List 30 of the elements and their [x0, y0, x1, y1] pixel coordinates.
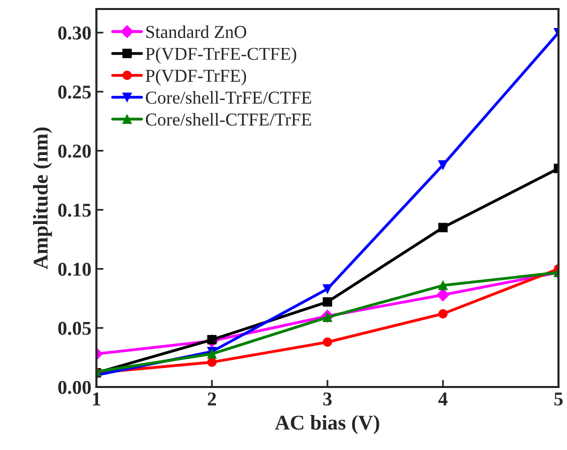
x-axis-title: AC bias (V): [274, 415, 380, 434]
point: [438, 222, 448, 232]
point: [438, 160, 448, 170]
point: [207, 335, 217, 344]
y-tick-label: 0.20: [58, 144, 91, 158]
point: [207, 358, 217, 367]
y-axis-title: Amplitude (nm): [33, 127, 52, 270]
y-tick-label: 0.30: [58, 26, 91, 40]
point: [322, 284, 332, 294]
x-tick-label: 5: [554, 392, 563, 406]
point: [436, 288, 450, 302]
y-tick-label: 0.25: [58, 86, 91, 99]
y-tick-label: 0.05: [58, 322, 91, 335]
legend-label: Standard ZnO: [146, 25, 246, 38]
point: [438, 309, 448, 318]
y-tick-label: 0.10: [58, 262, 91, 276]
x-tick-label: 1: [93, 392, 100, 406]
point: [322, 297, 332, 307]
legend-label: P(VDF-TrFE-CTFE): [146, 47, 296, 64]
y-tick-label: 0.15: [58, 204, 91, 217]
point: [438, 280, 448, 290]
legend-label: Core/shell-CTFE/TrFE: [146, 112, 312, 126]
point: [207, 349, 217, 359]
legend-label: P(VDF-TrFE): [146, 69, 246, 86]
point: [322, 337, 332, 347]
x-tick-label: 2: [208, 392, 216, 406]
legend-label: Core/shell-TrFE/CTFE: [146, 91, 312, 104]
x-tick-label: 4: [438, 392, 448, 406]
x-tick-label: 3: [323, 392, 332, 406]
y-tick-label: 0.00: [58, 380, 91, 394]
